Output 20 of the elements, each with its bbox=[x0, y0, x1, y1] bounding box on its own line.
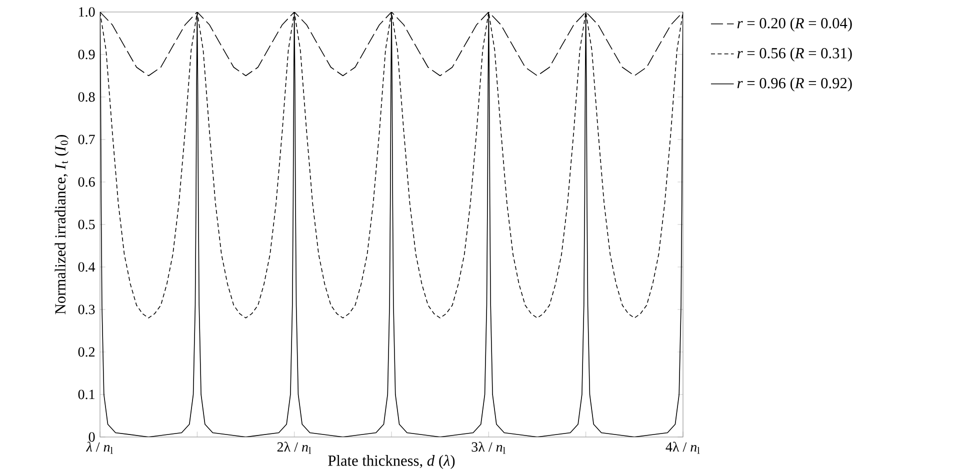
y-tick-label: 0.2 bbox=[78, 347, 95, 357]
y-tick-label: 0.8 bbox=[78, 92, 95, 102]
x-axis-title: Plate thickness, d (λ) bbox=[328, 454, 455, 469]
y-tick-label: 0.9 bbox=[78, 50, 95, 60]
y-axis-title: Normalized irradiance, I$_{t}$ (I$_{0}$) bbox=[54, 135, 69, 314]
y-tick-label: 0.1 bbox=[78, 390, 94, 400]
y-tick-label: 0.7 bbox=[78, 134, 95, 144]
legend-label: r = 0.56 (R = 0.31) bbox=[737, 48, 852, 62]
y-tick-label: 0.3 bbox=[78, 304, 95, 314]
legend-label: r = 0.96 (R = 0.92) bbox=[737, 78, 852, 92]
x-tick-label: 4λ / n$_{l}$ bbox=[666, 442, 700, 454]
y-tick-label: 0.6 bbox=[78, 177, 95, 187]
x-tick-label: λ / n$_{l}$ bbox=[86, 442, 113, 454]
y-tick-label: 0 bbox=[88, 432, 95, 442]
y-tick-label: 0.4 bbox=[78, 262, 96, 272]
y-tick-label: 0.5 bbox=[78, 220, 95, 230]
y-tick-label: 1.0 bbox=[79, 7, 95, 17]
x-tick-label: 2λ / n$_{l}$ bbox=[277, 442, 312, 454]
legend-label: r = 0.20 (R = 0.04) bbox=[737, 18, 852, 32]
x-tick-label: 3λ / n$_{l}$ bbox=[472, 442, 506, 454]
